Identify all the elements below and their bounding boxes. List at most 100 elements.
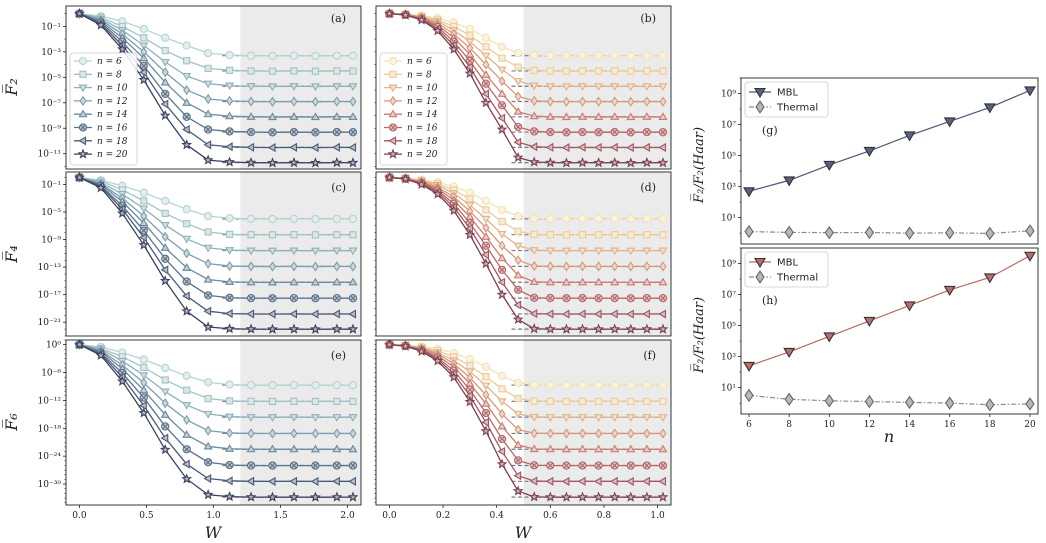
data-point xyxy=(202,489,214,500)
data-point xyxy=(161,363,170,373)
data-point xyxy=(496,123,508,135)
data-point xyxy=(332,444,342,453)
data-point xyxy=(384,8,395,19)
data-point xyxy=(562,214,571,224)
y-tick-label: 10⁻⁶ xyxy=(41,369,61,379)
data-point xyxy=(203,244,213,253)
data-point xyxy=(545,444,555,453)
data-point xyxy=(659,231,667,239)
data-point xyxy=(513,122,523,132)
data-point xyxy=(246,277,256,286)
data-point xyxy=(183,414,191,426)
data-point xyxy=(743,361,755,372)
data-point xyxy=(139,218,149,227)
legend-entry: n = 12 xyxy=(74,95,128,107)
data-point xyxy=(160,265,169,275)
data-point xyxy=(594,214,603,224)
data-point xyxy=(247,96,255,107)
data-point xyxy=(498,76,506,87)
data-point xyxy=(593,309,602,319)
data-point xyxy=(659,428,667,439)
x-tick-label: 0.5 xyxy=(139,511,154,521)
data-point xyxy=(594,414,604,422)
data-point xyxy=(481,408,491,418)
series-line xyxy=(79,13,353,103)
data-point xyxy=(626,128,635,137)
panel-label: (g) xyxy=(762,124,778,137)
data-point xyxy=(332,247,342,256)
data-point xyxy=(561,323,572,334)
legend-entry: n = 14 xyxy=(74,109,128,120)
data-point xyxy=(161,89,170,99)
series-n-18 xyxy=(74,340,357,486)
data-point xyxy=(497,42,507,51)
legend-label: n = 6 xyxy=(97,57,122,67)
data-point xyxy=(203,109,213,118)
data-point xyxy=(626,247,636,256)
data-point xyxy=(943,285,956,296)
legend-marker xyxy=(388,56,398,66)
data-point xyxy=(311,67,320,75)
data-point xyxy=(481,33,491,42)
legend-marker xyxy=(388,109,398,118)
data-point xyxy=(642,112,652,120)
data-point xyxy=(626,309,634,319)
data-point xyxy=(497,89,507,97)
data-point xyxy=(481,232,491,240)
data-point xyxy=(182,263,192,271)
data-point xyxy=(159,275,171,286)
data-point xyxy=(514,63,522,71)
data-point xyxy=(497,446,506,457)
x-tick-label: 0.0 xyxy=(72,511,87,521)
legend-entry: n = 8 xyxy=(384,70,432,80)
shade-region xyxy=(523,340,671,505)
data-point xyxy=(497,434,507,444)
data-point xyxy=(985,397,995,412)
y-tick-label: 10⁻⁹ xyxy=(41,236,61,246)
data-point xyxy=(529,247,539,255)
data-point xyxy=(577,142,586,152)
data-point xyxy=(332,51,342,60)
data-point xyxy=(140,34,148,42)
data-point xyxy=(513,107,523,115)
data-point xyxy=(610,127,619,137)
series-n-20 xyxy=(74,172,359,334)
data-point xyxy=(743,187,755,198)
data-point xyxy=(203,274,213,283)
series-n-16 xyxy=(385,173,668,303)
data-point xyxy=(514,227,522,235)
data-point xyxy=(310,491,321,502)
data-point xyxy=(182,402,192,410)
data-point xyxy=(182,277,191,286)
data-point xyxy=(481,196,491,206)
data-point xyxy=(182,430,192,438)
shade-region xyxy=(240,172,361,336)
data-point xyxy=(864,225,875,240)
data-point xyxy=(464,67,476,79)
data-point xyxy=(497,230,507,239)
y-tick-label: 10¹ xyxy=(721,214,736,224)
data-point xyxy=(247,67,255,75)
data-point xyxy=(497,421,507,430)
data-point xyxy=(545,309,554,319)
data-point xyxy=(513,78,523,86)
data-point xyxy=(226,427,234,439)
data-point xyxy=(289,414,299,422)
data-point xyxy=(310,143,319,153)
data-point xyxy=(546,96,554,107)
data-point xyxy=(481,250,490,260)
data-point xyxy=(513,300,522,310)
data-point xyxy=(182,445,191,454)
legend-label: n = 14 xyxy=(97,110,128,120)
panel-label: (h) xyxy=(762,294,778,307)
legend-entry: n = 20 xyxy=(74,148,128,160)
data-point xyxy=(626,294,635,303)
data-point xyxy=(332,277,342,286)
data-point xyxy=(183,57,191,65)
data-point xyxy=(268,214,277,224)
data-point xyxy=(594,294,603,303)
data-point xyxy=(161,33,170,42)
data-point xyxy=(545,414,555,422)
data-point xyxy=(642,83,652,91)
data-point xyxy=(139,24,148,34)
